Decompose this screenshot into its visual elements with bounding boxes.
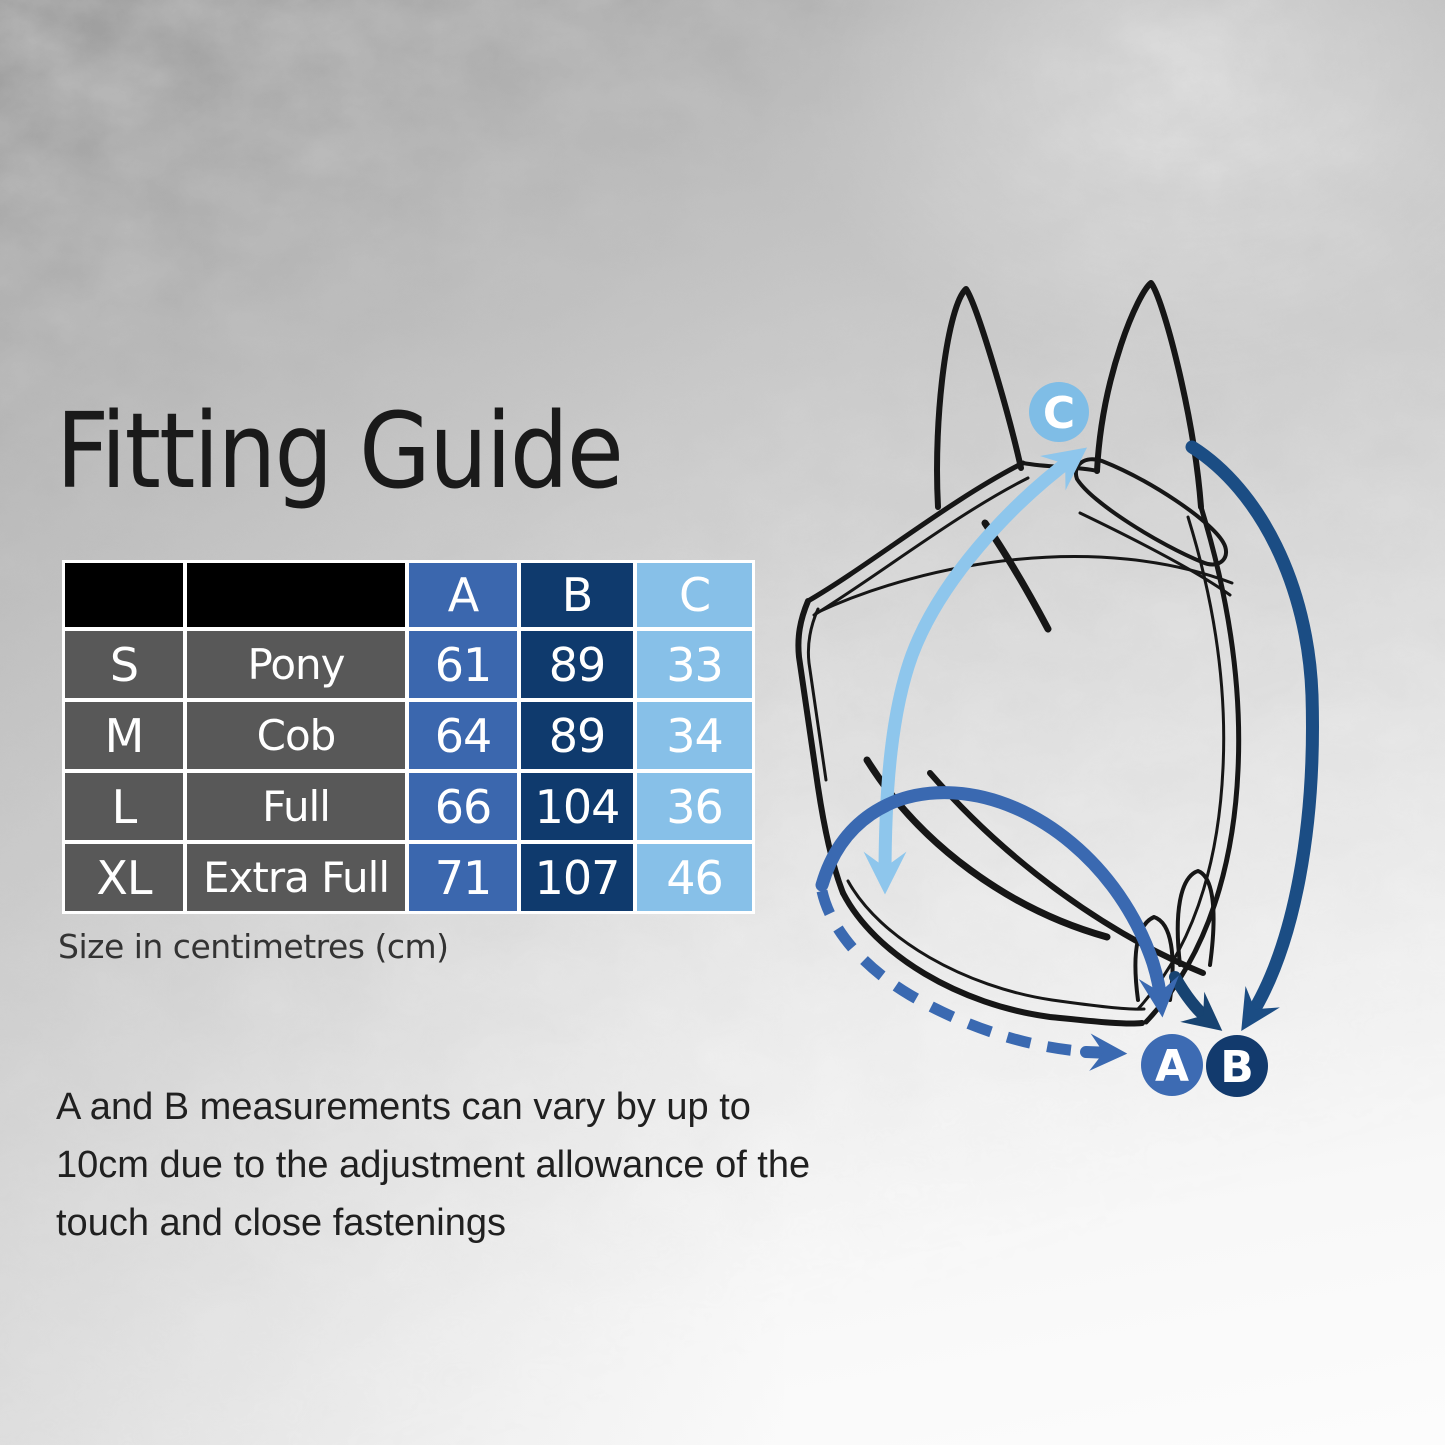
header-col-a: A — [409, 563, 517, 627]
ear-opening-hole — [1073, 457, 1229, 567]
measure-b-chin-arrow — [1169, 971, 1223, 1031]
ear-opening-band — [1078, 511, 1232, 597]
value-c-cell: 46 — [637, 844, 752, 911]
name-cell: Full — [187, 773, 405, 840]
value-a-cell: 71 — [409, 844, 517, 911]
header-blank-name — [187, 563, 405, 627]
fly-mask-measurement-diagram: C A B — [795, 280, 1319, 1097]
size-cell: M — [65, 702, 183, 769]
header-col-c: C — [637, 563, 752, 627]
value-c-cell: 36 — [637, 773, 752, 840]
badge-a-label: A — [1155, 1041, 1189, 1092]
value-b-cell: 89 — [521, 631, 633, 698]
eye-dart-seam — [981, 519, 1052, 633]
note-line: A and B measurements can vary by up to — [56, 1086, 751, 1128]
measure-b-arrow — [1185, 440, 1319, 1032]
left-edge-inner — [806, 607, 828, 782]
badge-b-label: B — [1220, 1042, 1254, 1093]
name-cell: Extra Full — [187, 844, 405, 911]
units-caption: Size in centimetres (cm) — [58, 927, 449, 966]
measure-c-arrow — [863, 447, 1088, 895]
left-ear-outline — [934, 286, 1024, 510]
right-edge-outer — [1143, 504, 1242, 1025]
badge-a-circle — [1141, 1034, 1203, 1096]
header-col-b: B — [521, 563, 633, 627]
value-a-cell: 61 — [409, 631, 517, 698]
right-edge-inner — [1136, 515, 1226, 1011]
note-line: touch and close fastenings — [56, 1202, 506, 1244]
value-a-cell: 64 — [409, 702, 517, 769]
badge-c: C — [1029, 382, 1089, 442]
badge-a: A — [1141, 1034, 1203, 1096]
crown-band-top-inner — [812, 476, 1030, 617]
badge-c-label: C — [1043, 388, 1075, 439]
note-line: 10cm due to the adjustment allowance of … — [56, 1144, 811, 1186]
nose-rim-outer — [840, 890, 1145, 1027]
strap-loop-front — [1133, 915, 1175, 1002]
badge-b: B — [1206, 1035, 1268, 1097]
measure-a-arc-dashed — [816, 889, 1079, 1057]
value-c-cell: 34 — [637, 702, 752, 769]
fly-mask-drawing — [795, 280, 1242, 1027]
value-b-cell: 107 — [521, 844, 633, 911]
measure-a-arc-solid — [815, 786, 1180, 1018]
name-cell: Pony — [187, 631, 405, 698]
page-title: Fitting Guide — [56, 390, 624, 512]
size-chart-table: A B C S Pony 61 89 33 M Cob 64 89 34 L F… — [62, 560, 755, 914]
value-b-cell: 89 — [521, 702, 633, 769]
right-ear-outline — [1094, 280, 1204, 510]
value-c-cell: 33 — [637, 631, 752, 698]
measure-a-dashed-arrowhead — [1080, 1033, 1128, 1071]
strap-loop-back — [1175, 869, 1216, 967]
value-a-cell: 66 — [409, 773, 517, 840]
badge-c-circle — [1029, 382, 1089, 442]
nose-rim-inner — [846, 879, 1146, 1011]
value-b-cell: 104 — [521, 773, 633, 840]
size-cell: L — [65, 773, 183, 840]
header-blank-size — [65, 563, 183, 627]
measurement-note: A and B measurements can vary by up to 1… — [56, 1078, 810, 1252]
badge-b-circle — [1206, 1035, 1268, 1097]
name-cell: Cob — [187, 702, 405, 769]
size-cell: XL — [65, 844, 183, 911]
size-cell: S — [65, 631, 183, 698]
